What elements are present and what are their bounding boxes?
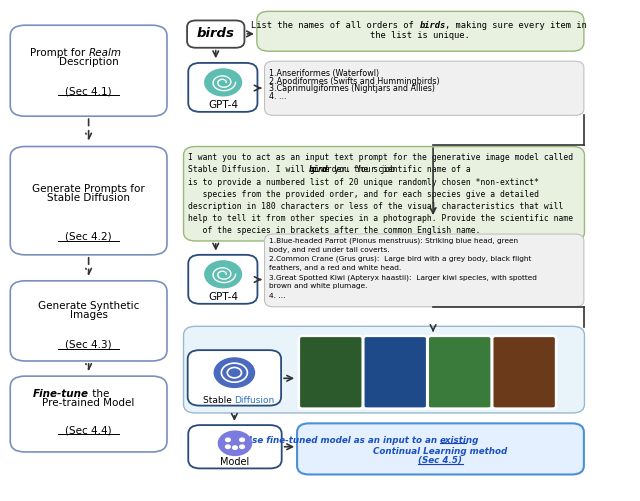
Text: Stable Diffusion. I will give you the scientific name of a: Stable Diffusion. I will give you the sc… bbox=[188, 165, 476, 174]
FancyBboxPatch shape bbox=[188, 350, 281, 406]
Circle shape bbox=[232, 446, 237, 449]
FancyBboxPatch shape bbox=[492, 336, 556, 409]
Text: species from the provided order, and for each species give a detailed: species from the provided order, and for… bbox=[188, 190, 540, 199]
Text: of the species in brackets after the common English name.: of the species in brackets after the com… bbox=[188, 226, 481, 235]
Text: Generate Prompts for: Generate Prompts for bbox=[32, 184, 145, 194]
Text: is to provide a numbered list of 20 unique randomly chosen *non-extinct*: is to provide a numbered list of 20 uniq… bbox=[188, 177, 540, 186]
Text: order. Your job: order. Your job bbox=[317, 165, 395, 174]
Text: 2.Common Crane (Grus grus):  Large bird with a grey body, black flight: 2.Common Crane (Grus grus): Large bird w… bbox=[269, 256, 531, 263]
Text: GPT-4: GPT-4 bbox=[208, 100, 238, 110]
Circle shape bbox=[240, 445, 244, 448]
Text: 3.Caprimulgiformes (Nightjars and Allies): 3.Caprimulgiformes (Nightjars and Allies… bbox=[269, 84, 435, 93]
Text: List the names of all orders of: List the names of all orders of bbox=[252, 21, 419, 30]
Text: Model: Model bbox=[220, 457, 250, 467]
Text: existing: existing bbox=[440, 436, 479, 445]
Text: the list is unique.: the list is unique. bbox=[370, 31, 469, 40]
Text: the: the bbox=[88, 389, 109, 399]
Text: 3.Great Spotted Kiwi (Apteryx haastii):  Larger kiwi species, with spotted: 3.Great Spotted Kiwi (Apteryx haastii): … bbox=[269, 274, 536, 281]
Text: Generate Synthetic: Generate Synthetic bbox=[38, 302, 140, 312]
Text: 1.Anseriformes (Waterfowl): 1.Anseriformes (Waterfowl) bbox=[269, 69, 380, 78]
Text: Continual Learning method: Continual Learning method bbox=[373, 446, 508, 455]
Text: Images: Images bbox=[70, 310, 108, 320]
FancyBboxPatch shape bbox=[187, 21, 244, 48]
Text: (Sec 4.3): (Sec 4.3) bbox=[65, 340, 112, 350]
Text: (Sec 4.2): (Sec 4.2) bbox=[65, 231, 112, 241]
FancyBboxPatch shape bbox=[297, 423, 584, 474]
Circle shape bbox=[205, 261, 241, 288]
Text: Description: Description bbox=[59, 57, 118, 67]
FancyBboxPatch shape bbox=[10, 376, 167, 452]
Text: (Sec 4.4): (Sec 4.4) bbox=[65, 425, 112, 435]
Text: brown and white plumage.: brown and white plumage. bbox=[269, 284, 367, 290]
FancyBboxPatch shape bbox=[10, 281, 167, 361]
FancyBboxPatch shape bbox=[188, 425, 282, 468]
Text: 4. ...: 4. ... bbox=[269, 293, 285, 299]
FancyBboxPatch shape bbox=[257, 12, 584, 51]
Text: 1.Blue-headed Parrot (Pionus menstruus): Striking blue head, green: 1.Blue-headed Parrot (Pionus menstruus):… bbox=[269, 237, 518, 244]
FancyBboxPatch shape bbox=[188, 255, 257, 304]
Text: 4. ...: 4. ... bbox=[269, 92, 287, 101]
Text: Realm: Realm bbox=[88, 48, 122, 58]
FancyBboxPatch shape bbox=[10, 146, 167, 255]
Text: Stable Diffusion: Stable Diffusion bbox=[47, 193, 130, 202]
Text: Stable: Stable bbox=[203, 396, 234, 405]
Text: feathers, and a red and white head.: feathers, and a red and white head. bbox=[269, 265, 401, 271]
Text: , making sure every item in: , making sure every item in bbox=[445, 21, 587, 30]
FancyBboxPatch shape bbox=[264, 61, 584, 115]
Text: birds: birds bbox=[197, 28, 235, 41]
Text: GPT-4: GPT-4 bbox=[208, 292, 238, 302]
Circle shape bbox=[205, 69, 241, 96]
Text: help to tell it from other species in a photograph. Provide the scientific name: help to tell it from other species in a … bbox=[188, 214, 573, 223]
FancyBboxPatch shape bbox=[184, 146, 584, 241]
Text: 2.Apodiformes (Swifts and Hummingbirds): 2.Apodiformes (Swifts and Hummingbirds) bbox=[269, 77, 440, 86]
FancyBboxPatch shape bbox=[184, 326, 584, 413]
Text: (Sec 4.5): (Sec 4.5) bbox=[418, 456, 462, 465]
Text: I want you to act as an input text prompt for the generative image model called: I want you to act as an input text promp… bbox=[188, 153, 573, 162]
FancyBboxPatch shape bbox=[264, 234, 584, 307]
Text: (Sec 4.1): (Sec 4.1) bbox=[65, 86, 112, 96]
Circle shape bbox=[214, 358, 255, 387]
Text: birds: birds bbox=[419, 21, 445, 30]
Text: Pre-trained Model: Pre-trained Model bbox=[42, 398, 135, 408]
FancyBboxPatch shape bbox=[428, 336, 492, 409]
FancyBboxPatch shape bbox=[299, 336, 363, 409]
Text: description in 180 characters or less of the visual characteristics that will: description in 180 characters or less of… bbox=[188, 202, 564, 211]
FancyBboxPatch shape bbox=[188, 63, 257, 112]
Circle shape bbox=[225, 438, 230, 441]
Circle shape bbox=[240, 438, 244, 441]
Circle shape bbox=[218, 431, 252, 455]
Text: Use fine-tuned model as an input to an: Use fine-tuned model as an input to an bbox=[245, 436, 440, 445]
FancyBboxPatch shape bbox=[10, 25, 167, 116]
Text: Diffusion: Diffusion bbox=[234, 396, 275, 405]
Text: Fine-tune: Fine-tune bbox=[33, 389, 88, 399]
FancyBboxPatch shape bbox=[364, 336, 427, 409]
Text: body, and red under tail coverts.: body, and red under tail coverts. bbox=[269, 247, 389, 253]
Text: bird: bird bbox=[308, 165, 328, 174]
Text: Prompt for: Prompt for bbox=[30, 48, 88, 58]
Circle shape bbox=[225, 445, 230, 448]
